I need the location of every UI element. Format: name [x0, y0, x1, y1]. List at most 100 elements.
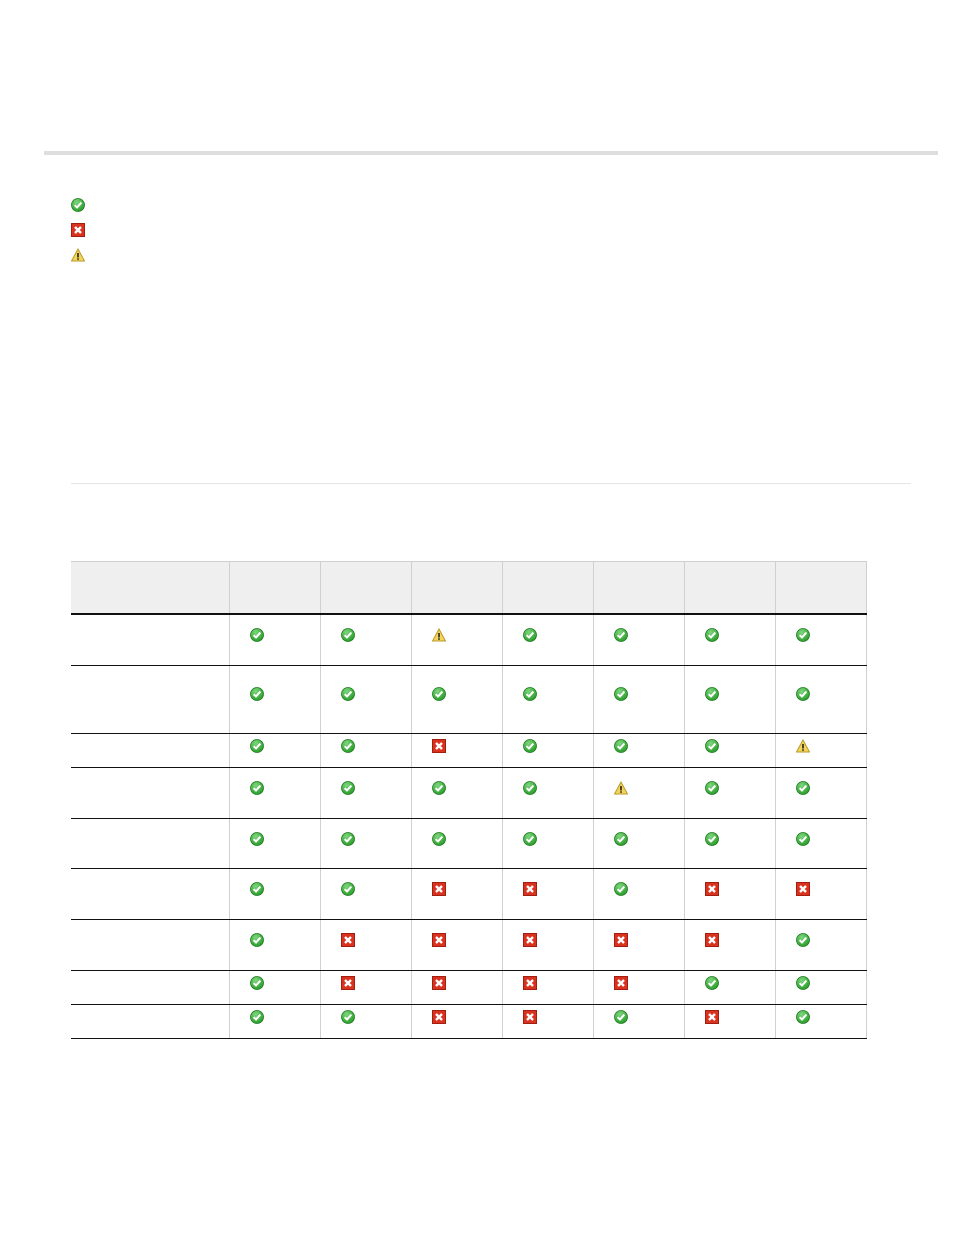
- cross-icon: [432, 738, 446, 753]
- compatibility-table: [71, 561, 867, 1039]
- status-cell: [593, 733, 685, 768]
- status-cell: [411, 767, 503, 819]
- status-cell: [775, 818, 867, 869]
- column-header: [684, 561, 776, 615]
- status-cell: [593, 818, 685, 869]
- status-cell: [320, 733, 412, 768]
- status-cell: [502, 733, 594, 768]
- status-cell: [775, 665, 867, 734]
- check-icon: [796, 1009, 810, 1024]
- status-cell: [502, 767, 594, 819]
- check-icon: [523, 738, 537, 753]
- check-icon: [71, 198, 85, 212]
- status-cell: [320, 818, 412, 869]
- check-icon: [250, 780, 264, 795]
- cross-icon: [614, 975, 628, 990]
- table-row: [71, 970, 867, 1005]
- status-cell: [775, 919, 867, 971]
- status-cell: [502, 665, 594, 734]
- status-cell: [684, 970, 776, 1005]
- status-cell: [411, 919, 503, 971]
- cross-icon: [523, 975, 537, 990]
- check-icon: [705, 831, 719, 846]
- status-cell: [684, 868, 776, 920]
- status-cell: [320, 868, 412, 920]
- table-row: [71, 614, 867, 666]
- check-icon: [796, 831, 810, 846]
- row-label-cell: [71, 733, 230, 768]
- check-icon: [250, 881, 264, 896]
- check-icon: [341, 780, 355, 795]
- check-icon: [341, 628, 355, 642]
- status-cell: [502, 919, 594, 971]
- status-cell: [229, 868, 321, 920]
- check-icon: [432, 686, 446, 701]
- check-icon: [614, 628, 628, 642]
- table-row: [71, 665, 867, 734]
- status-cell: [502, 1004, 594, 1039]
- warning-icon: [71, 248, 85, 262]
- status-cell: [684, 614, 776, 666]
- check-icon: [250, 686, 264, 701]
- check-icon: [796, 780, 810, 795]
- row-label-cell: [71, 1004, 230, 1039]
- table-row: [71, 767, 867, 819]
- status-cell: [775, 614, 867, 666]
- check-icon: [614, 738, 628, 753]
- check-icon: [341, 686, 355, 701]
- status-cell: [684, 818, 776, 869]
- status-cell: [320, 970, 412, 1005]
- cross-icon: [432, 881, 446, 896]
- status-cell: [684, 919, 776, 971]
- check-icon: [705, 780, 719, 795]
- cross-icon: [71, 223, 85, 237]
- status-cell: [411, 665, 503, 734]
- check-icon: [705, 975, 719, 990]
- status-cell: [320, 919, 412, 971]
- cross-icon: [523, 881, 537, 896]
- status-cell: [775, 733, 867, 768]
- check-icon: [614, 1009, 628, 1024]
- cross-icon: [796, 881, 810, 896]
- check-icon: [796, 628, 810, 642]
- status-cell: [593, 665, 685, 734]
- legend-item: [71, 198, 85, 223]
- status-cell: [229, 767, 321, 819]
- row-label-cell: [71, 919, 230, 971]
- status-cell: [684, 767, 776, 819]
- check-icon: [614, 686, 628, 701]
- status-cell: [775, 1004, 867, 1039]
- check-icon: [250, 628, 264, 642]
- status-cell: [502, 868, 594, 920]
- check-icon: [523, 686, 537, 701]
- column-header: [320, 561, 412, 615]
- status-cell: [684, 733, 776, 768]
- check-icon: [614, 881, 628, 896]
- cross-icon: [705, 932, 719, 947]
- status-cell: [684, 1004, 776, 1039]
- status-cell: [593, 970, 685, 1005]
- status-cell: [411, 868, 503, 920]
- status-cell: [593, 1004, 685, 1039]
- check-icon: [705, 686, 719, 701]
- status-cell: [593, 614, 685, 666]
- header-row: [71, 561, 867, 615]
- check-icon: [341, 738, 355, 753]
- check-icon: [250, 932, 264, 947]
- cross-icon: [432, 975, 446, 990]
- status-cell: [775, 767, 867, 819]
- status-cell: [411, 1004, 503, 1039]
- check-icon: [614, 831, 628, 846]
- status-cell: [320, 767, 412, 819]
- check-icon: [250, 831, 264, 846]
- check-icon: [250, 1009, 264, 1024]
- table-row: [71, 868, 867, 920]
- row-label-cell: [71, 970, 230, 1005]
- status-cell: [229, 614, 321, 666]
- warning-icon: [796, 738, 810, 753]
- legend-item: [71, 248, 85, 273]
- row-label-cell: [71, 614, 230, 666]
- check-icon: [341, 1009, 355, 1024]
- cross-icon: [341, 975, 355, 990]
- check-icon: [250, 975, 264, 990]
